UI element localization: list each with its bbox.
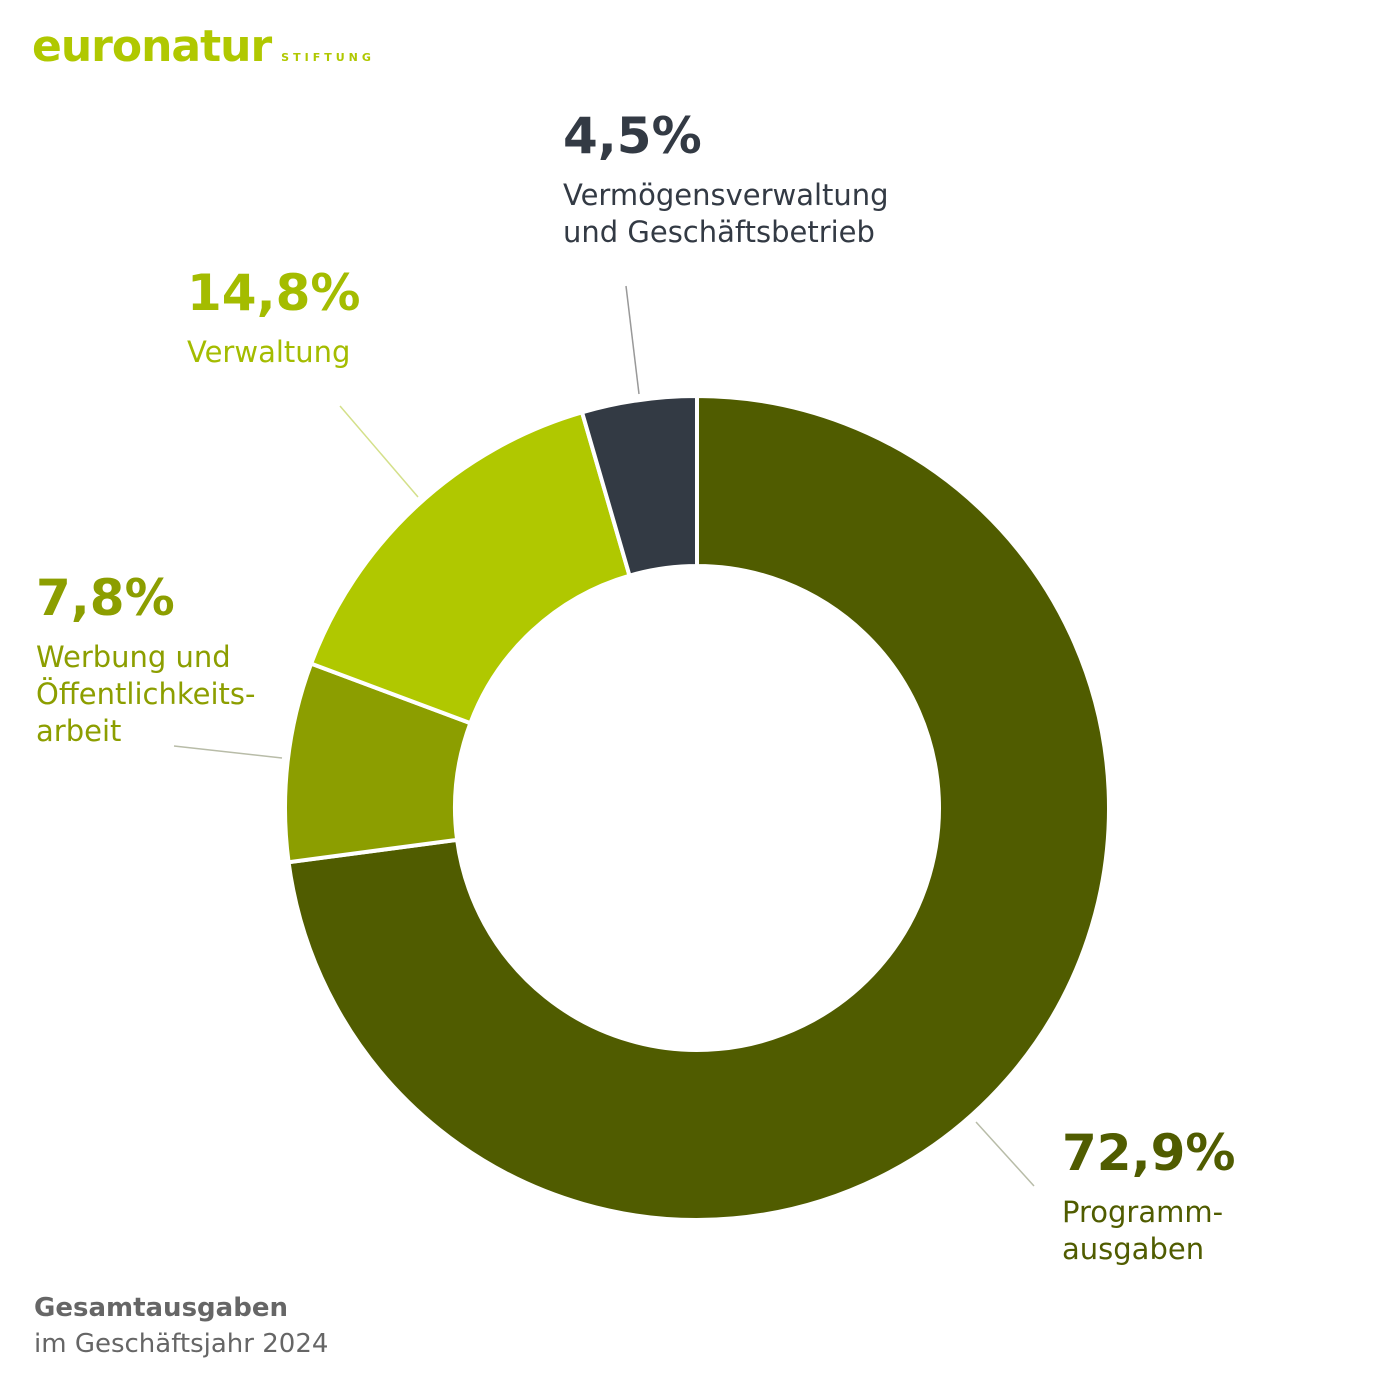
slice-percent-1: 72,9% [1062, 1124, 1235, 1182]
slice-percent-2: 7,8% [36, 569, 175, 627]
slice-label-4-line-2: und Geschäftsbetrieb [563, 215, 875, 249]
chart-caption: Gesamtausgaben im Geschäftsjahr 2024 [34, 1290, 328, 1362]
slice-labels: 72,9% Programm-ausgaben 7,8% Werbung undÖff… [36, 107, 1235, 1266]
slice-label-2-line-1: Werbung und [36, 640, 231, 674]
caption-title: Gesamtausgaben [34, 1293, 288, 1323]
donut-slice-4 [579, 393, 699, 579]
leader-lines [173, 285, 1035, 1187]
slice-label-2-line-2: Öffentlichkeits- [36, 677, 255, 711]
leader-line-1 [975, 1121, 1035, 1187]
donut-slices [283, 393, 1111, 1222]
slice-label-1-line-2: ausgaben [1062, 1232, 1204, 1266]
slice-percent-3: 14,8% [187, 264, 360, 322]
leader-line-2 [173, 745, 283, 759]
slice-label-4-line-1: Vermögensverwaltung [563, 178, 889, 212]
leader-line-4 [625, 285, 640, 395]
slice-label-2-line-3: arbeit [36, 714, 121, 748]
donut-slice-3 [308, 409, 632, 726]
leader-line-3 [339, 405, 419, 498]
slice-percent-4: 4,5% [563, 107, 702, 165]
slice-label-3-line-1: Verwaltung [187, 335, 350, 369]
donut-slice-1 [286, 393, 1111, 1222]
logo-subtitle: STIFTUNG [281, 51, 375, 64]
logo-wordmark: euronatur [32, 21, 272, 72]
euronatur-logo: euronatur STIFTUNG [32, 22, 375, 72]
slice-label-1-line-1: Programm- [1062, 1195, 1223, 1229]
caption-subtitle: im Geschäftsjahr 2024 [34, 1329, 329, 1359]
